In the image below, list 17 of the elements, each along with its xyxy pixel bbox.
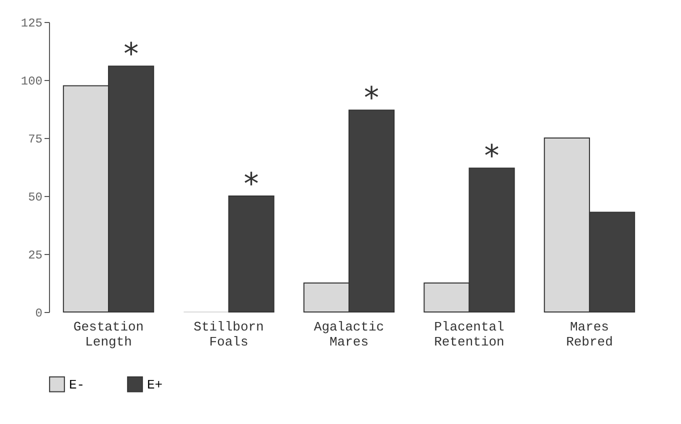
y-tick-label: 125 xyxy=(20,16,42,30)
x-tick-label: Placental Retention xyxy=(434,320,505,350)
x-tick-label: Gestation Length xyxy=(73,320,144,350)
y-tick-label: 25 xyxy=(28,248,42,262)
annotation: * xyxy=(124,37,139,72)
annotation: * xyxy=(484,139,500,174)
x-tick-label: Agalactic Mares xyxy=(314,320,384,350)
x-tick-label: Stillborn Foals xyxy=(194,320,264,350)
y-tick-label: 100 xyxy=(20,74,42,88)
annotation: * xyxy=(244,167,259,202)
y-tick-label: 0 xyxy=(35,306,42,320)
annotation: * xyxy=(364,81,380,116)
y-tick-label: 75 xyxy=(28,132,42,146)
y-tick-label: 50 xyxy=(28,190,42,204)
legend-label: E- xyxy=(69,377,85,392)
legend-label: E+ xyxy=(147,377,163,392)
x-tick-label: Mares Rebred xyxy=(566,320,613,350)
